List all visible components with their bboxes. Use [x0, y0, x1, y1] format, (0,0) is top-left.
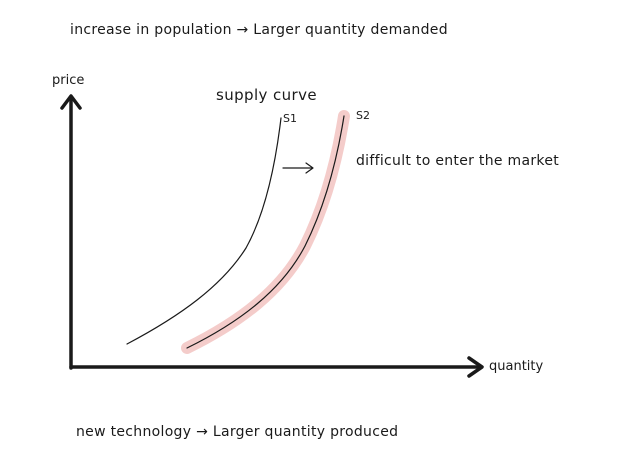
y-axis-label: price	[52, 73, 84, 88]
x-axis-label: quantity	[489, 359, 544, 374]
y-axis-arrowhead	[60, 94, 82, 110]
s2-label: S2	[356, 109, 370, 122]
x-axis-arrowhead	[467, 356, 484, 378]
bottom-note: new technology → Larger quantity produce…	[76, 424, 398, 440]
s1-label: S1	[283, 112, 297, 125]
supply-curve-s2	[186, 115, 345, 349]
market-entry-note: difficult to enter the market	[356, 153, 559, 169]
supply-curve-s2-highlight	[181, 110, 350, 354]
y-axis	[60, 94, 82, 370]
supply-curve-title: supply curve	[216, 86, 317, 104]
top-note: increase in population → Larger quantity…	[70, 22, 448, 38]
supply-curve-s1	[126, 117, 282, 345]
shift-arrow-icon	[282, 162, 314, 174]
x-axis	[69, 356, 484, 378]
